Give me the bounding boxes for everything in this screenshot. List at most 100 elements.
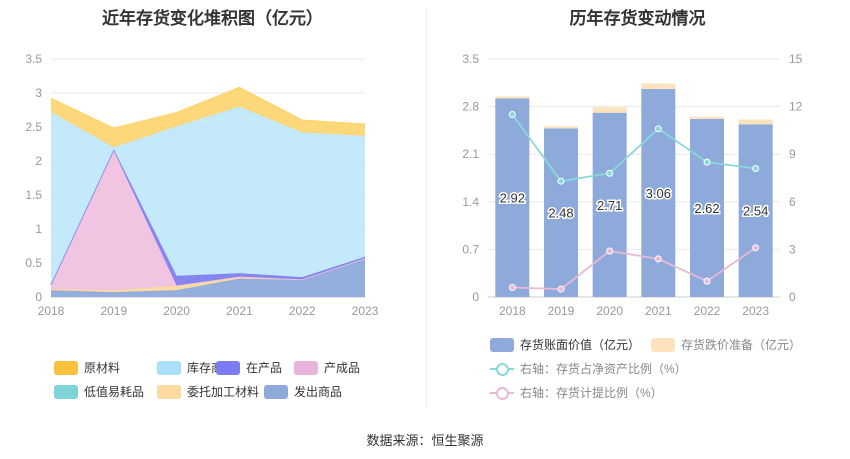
left-y-tick-label: 1.5 — [25, 188, 42, 202]
legend-swatch — [157, 384, 181, 399]
panel-divider — [426, 8, 427, 408]
legend-label: 在产品 — [246, 361, 283, 375]
legend-item-consigned-materials[interactable]: 委托加工材料 — [157, 383, 259, 400]
right-y2-tick-label: 9 — [789, 147, 796, 161]
line-右轴：存货计提比例（%） — [512, 247, 757, 290]
legend-item-impairment[interactable]: 存货跌价准备（亿元） — [651, 336, 801, 353]
legend-swatch — [490, 337, 514, 352]
legend-swatch — [264, 384, 288, 399]
area-edge-原材料 — [50, 86, 366, 130]
right-y2-tick-label: 0 — [789, 290, 796, 304]
right-y-tick-label: 3.5 — [462, 52, 479, 66]
area-在产品 — [51, 149, 365, 286]
left-x-tick-label: 2019 — [100, 304, 127, 318]
legend-label: 存货账面价值（亿元） — [520, 338, 641, 352]
legend-label: 发出商品 — [294, 385, 343, 399]
bar-impairment — [641, 83, 676, 89]
area-库存商品 — [51, 106, 365, 285]
right-y2-tick-label: 6 — [789, 195, 796, 209]
left-y-tick-label: 2 — [35, 154, 42, 168]
right-x-tick-label: 2022 — [694, 304, 721, 318]
left-y-tick-label: 0.5 — [25, 256, 42, 270]
left-x-tick-label: 2021 — [226, 304, 253, 318]
legend-label: 产成品 — [324, 361, 361, 375]
right-y2-tick-label: 12 — [789, 100, 803, 114]
left-x-tick-label: 2020 — [163, 304, 190, 318]
bar-value-label: 2.54 — [743, 204, 768, 219]
area-原材料 — [51, 87, 365, 148]
left-x-tick-label: 2023 — [352, 304, 379, 318]
legend-item-book-value[interactable]: 存货账面价值（亿元） — [490, 336, 640, 353]
legend-swatch — [54, 360, 78, 375]
legend-label: 右轴：存货占净资产比例（%） — [520, 362, 687, 376]
legend-label: 右轴：存货计提比例（%） — [520, 386, 663, 400]
right-y-tick-label: 2.1 — [462, 147, 479, 161]
right-x-tick-label: 2019 — [548, 304, 575, 318]
bar-value-label: 2.48 — [548, 206, 573, 221]
bar-value-label: 3.06 — [646, 186, 671, 201]
legend-swatch — [54, 384, 78, 399]
line-point — [508, 283, 516, 291]
line-point — [557, 177, 565, 185]
legend-label: 存货跌价准备（亿元） — [681, 338, 802, 352]
legend-item-inventory-net-assets-ratio[interactable]: 右轴：存货占净资产比例（%） — [490, 360, 687, 377]
legend-item-finished-goods[interactable]: 产成品 — [294, 359, 360, 376]
bar-impairment — [495, 96, 530, 99]
left-y-tick-label: 3.5 — [25, 52, 42, 66]
right-x-tick-label: 2020 — [596, 304, 623, 318]
line-point — [508, 111, 516, 119]
bar-impairment — [592, 107, 627, 113]
line-point — [606, 169, 614, 177]
bar-impairment — [544, 126, 578, 129]
right-y2-tick-label: 15 — [789, 52, 803, 66]
line-右轴：存货占净资产比例（%） — [511, 114, 756, 183]
right-x-tick-label: 2018 — [499, 304, 526, 318]
right-y2-tick-label: 3 — [789, 242, 796, 256]
area-发出商品 — [51, 258, 365, 297]
legend-item-wip[interactable]: 在产品 — [216, 359, 282, 376]
legend-label: 原材料 — [84, 361, 121, 375]
line-point — [654, 125, 662, 133]
legend-item-low-value-consumables[interactable]: 低值易耗品 — [54, 383, 144, 400]
bar-book-value — [690, 118, 724, 297]
left-x-tick-label: 2022 — [289, 304, 316, 318]
bar-impairment — [690, 116, 724, 119]
data-source: 数据来源：恒生聚源 — [366, 433, 484, 448]
left-chart-title: 近年存货变化堆积图（亿元） — [102, 9, 323, 28]
legend-line-marker — [490, 362, 514, 376]
right-y-tick-label: 1.4 — [462, 195, 479, 209]
bar-value-label: 2.92 — [500, 191, 525, 206]
bar-value-label: 2.62 — [694, 201, 719, 216]
right-chart-title: 历年存货变动情况 — [569, 9, 706, 28]
legend-swatch — [157, 360, 181, 375]
line-point — [752, 244, 760, 252]
legend-item-provision-ratio[interactable]: 右轴：存货计提比例（%） — [490, 384, 663, 401]
line-point — [703, 277, 711, 285]
legend-item-raw-materials[interactable]: 原材料 — [54, 359, 120, 376]
right-y-tick-label: 0 — [472, 290, 479, 304]
left-y-tick-label: 2.5 — [25, 120, 42, 134]
line-point — [606, 247, 614, 255]
right-y-tick-label: 2.8 — [462, 100, 479, 114]
right-y-tick-label: 0.7 — [462, 242, 479, 256]
bar-book-value — [738, 124, 773, 297]
left-y-tick-label: 3 — [35, 86, 42, 100]
line-point — [654, 255, 662, 263]
bar-value-label: 2.71 — [597, 198, 622, 213]
legend-label: 委托加工材料 — [187, 385, 260, 399]
legend-swatch — [651, 337, 675, 352]
right-x-tick-label: 2021 — [645, 304, 672, 318]
left-x-tick-label: 2018 — [38, 304, 65, 318]
bar-impairment — [738, 119, 773, 125]
right-x-tick-label: 2023 — [742, 304, 769, 318]
legend-swatch — [294, 360, 318, 375]
bar-book-value — [592, 112, 627, 297]
line-point — [703, 158, 711, 166]
left-y-tick-label: 0 — [35, 290, 42, 304]
left-y-tick-label: 1 — [35, 222, 42, 236]
line-point — [752, 164, 760, 172]
legend-item-goods-shipped[interactable]: 发出商品 — [264, 383, 342, 400]
legend-swatch — [216, 360, 240, 375]
legend-label: 低值易耗品 — [84, 385, 145, 399]
